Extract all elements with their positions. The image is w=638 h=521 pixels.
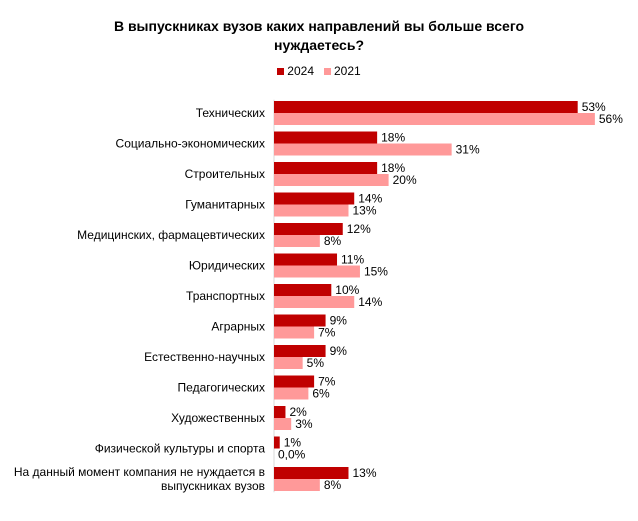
category-label: Транспортных xyxy=(186,289,265,303)
bar-2024 xyxy=(274,436,280,449)
bar-2021 xyxy=(274,174,389,186)
category-label: Социально-экономических xyxy=(116,137,265,151)
chart-title: В выпускниках вузов каких направлений вы… xyxy=(113,18,525,53)
bar-2024 xyxy=(274,253,338,266)
bar-2024 xyxy=(274,375,315,388)
value-label-2024: 14% xyxy=(358,192,382,206)
category-label: Педагогических xyxy=(178,381,265,395)
bar-2024 xyxy=(274,406,286,418)
category-label: На данный момент компания не нуждается в… xyxy=(14,465,265,493)
value-label-2021: 14% xyxy=(358,295,382,309)
legend-label-2024: 2024 xyxy=(287,64,314,78)
bar-2021 xyxy=(274,418,292,430)
value-label-2021: 31% xyxy=(456,143,480,157)
value-label-2021: 6% xyxy=(312,387,330,401)
bar-2024 xyxy=(274,345,326,357)
bar-2024 xyxy=(274,314,326,327)
bar-2021 xyxy=(274,143,452,156)
value-label-2024: 9% xyxy=(330,344,348,358)
legend-label-2021: 2021 xyxy=(334,64,361,78)
bar-2024 xyxy=(274,284,332,296)
value-label-2024: 7% xyxy=(318,375,336,389)
value-label-2024: 1% xyxy=(284,436,302,450)
bar-2021 xyxy=(274,479,320,491)
category-label: Гуманитарных xyxy=(185,198,265,212)
bar-2021 xyxy=(274,387,309,400)
category-label: Технических xyxy=(196,106,265,120)
value-label-2024: 53% xyxy=(582,100,606,114)
bar-2024 xyxy=(274,223,343,235)
bar-2021 xyxy=(274,235,320,247)
value-label-2021: 15% xyxy=(364,265,388,279)
legend-item-2024: 2024 xyxy=(277,64,314,78)
value-label-2021: 56% xyxy=(599,112,623,126)
value-label-2021: 3% xyxy=(295,417,313,431)
value-label-2024: 2% xyxy=(289,405,307,419)
value-label-2021: 13% xyxy=(352,204,376,218)
bar-2021 xyxy=(274,204,349,217)
category-label: Аграрных xyxy=(211,320,265,334)
legend-item-2021: 2021 xyxy=(324,64,361,78)
bar-2024 xyxy=(274,101,578,113)
category-label: Строительных xyxy=(185,167,265,181)
value-label-2021: 7% xyxy=(318,326,336,340)
category-label: Юридических xyxy=(189,259,265,273)
bar-2021 xyxy=(274,326,315,339)
bar-2021 xyxy=(274,265,360,278)
value-label-2021: 5% xyxy=(307,356,325,370)
value-label-2021: 0,0% xyxy=(278,448,306,462)
category-label: Художественных xyxy=(171,411,265,425)
legend-swatch-2024 xyxy=(277,67,285,75)
bar-2021 xyxy=(274,296,355,308)
category-label: Медицинских, фармацевтических xyxy=(77,228,265,242)
value-label-2024: 13% xyxy=(352,466,376,480)
value-label-2024: 10% xyxy=(335,283,359,297)
value-label-2024: 11% xyxy=(341,253,364,267)
value-label-2024: 18% xyxy=(381,131,405,145)
bar-2024 xyxy=(274,467,349,479)
value-label-2024: 18% xyxy=(381,161,405,175)
value-label-2024: 12% xyxy=(347,222,371,236)
bar-2021 xyxy=(274,357,303,369)
bar-2024 xyxy=(274,162,378,174)
bar-2024 xyxy=(274,192,355,205)
legend: 2024 2021 xyxy=(0,64,638,78)
category-label: Естественно-научных xyxy=(144,350,265,364)
bar-2021 xyxy=(274,113,595,125)
value-label-2021: 8% xyxy=(324,234,342,248)
legend-swatch-2021 xyxy=(324,67,331,75)
value-label-2021: 20% xyxy=(393,173,417,187)
bar-2024 xyxy=(274,131,378,144)
value-label-2024: 9% xyxy=(330,314,348,328)
category-label: Физической культуры и спорта xyxy=(95,442,266,456)
value-label-2021: 8% xyxy=(324,478,342,492)
